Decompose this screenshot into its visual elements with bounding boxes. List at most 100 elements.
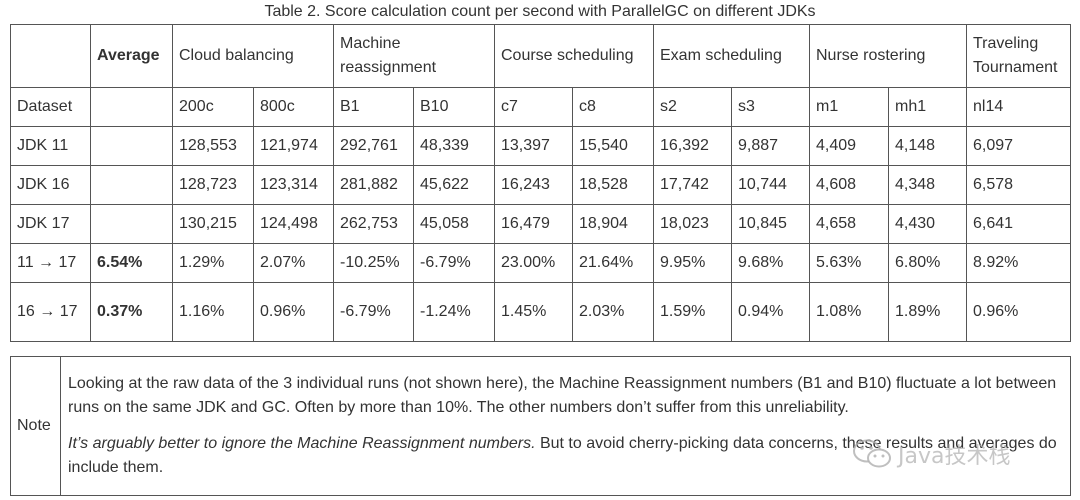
table-cell bbox=[90, 126, 173, 166]
table-cell: 9.95% bbox=[653, 243, 732, 283]
table-cell: 18,528 bbox=[572, 165, 654, 205]
table-cell: 121,974 bbox=[253, 126, 334, 166]
note-table: Note Looking at the raw data of the 3 in… bbox=[10, 356, 1071, 496]
table-cell: B10 bbox=[413, 87, 495, 127]
table-cell: 18,023 bbox=[653, 204, 732, 244]
table-cell: 281,882 bbox=[333, 165, 414, 205]
table-cell: 1.59% bbox=[653, 282, 732, 342]
table-cell: -6.79% bbox=[333, 282, 414, 342]
table-cell: 8.92% bbox=[966, 243, 1071, 283]
table-cell: 9.68% bbox=[731, 243, 810, 283]
note-label: Note bbox=[10, 356, 61, 496]
table-cell: 0.94% bbox=[731, 282, 810, 342]
table-cell: 262,753 bbox=[333, 204, 414, 244]
average-cell: 0.37% bbox=[90, 282, 173, 342]
table-cell: 4,608 bbox=[809, 165, 889, 205]
table-cell: -1.24% bbox=[413, 282, 495, 342]
note-row: Note Looking at the raw data of the 3 in… bbox=[10, 356, 1071, 496]
note-emphasis: It’s arguably better to ignore the Machi… bbox=[68, 435, 536, 452]
table-cell: 6,097 bbox=[966, 126, 1071, 166]
note-paragraph-1: Looking at the raw data of the 3 individ… bbox=[68, 375, 1057, 416]
table-cell: 17,742 bbox=[653, 165, 732, 205]
table-cell: 2.07% bbox=[253, 243, 334, 283]
table-cell: c8 bbox=[572, 87, 654, 127]
header-cell-average: Average bbox=[90, 24, 173, 88]
table-cell bbox=[90, 87, 173, 127]
header-cell-nurse-rostering: Nurse rostering bbox=[809, 24, 967, 88]
table-cell bbox=[90, 165, 173, 205]
table-caption: Table 2. Score calculation count per sec… bbox=[264, 3, 816, 20]
table-row-16-to-17: 16 → 17 0.37% 1.16% 0.96% -6.79% -1.24% … bbox=[10, 282, 1071, 342]
table-cell: 6,578 bbox=[966, 165, 1071, 205]
table-cell: 16,243 bbox=[494, 165, 573, 205]
table-cell: c7 bbox=[494, 87, 573, 127]
table-row-11-to-17: 11 → 17 6.54% 1.29% 2.07% -10.25% -6.79%… bbox=[10, 243, 1071, 283]
table-cell: 45,058 bbox=[413, 204, 495, 244]
table-cell: 18,904 bbox=[572, 204, 654, 244]
table-cell: 10,845 bbox=[731, 204, 810, 244]
table-cell: 123,314 bbox=[253, 165, 334, 205]
table-cell: m1 bbox=[809, 87, 889, 127]
table-cell: nl14 bbox=[966, 87, 1071, 127]
header-cell-machine-reassignment: Machine reassignment bbox=[333, 24, 495, 88]
table-cell: 48,339 bbox=[413, 126, 495, 166]
table-cell: s2 bbox=[653, 87, 732, 127]
header-cell-empty bbox=[10, 24, 91, 88]
table-cell: 128,723 bbox=[172, 165, 254, 205]
table-cell: 4,348 bbox=[888, 165, 967, 205]
table-row-jdk11: JDK 11 128,553 121,974 292,761 48,339 13… bbox=[10, 126, 1071, 166]
table-cell: 4,430 bbox=[888, 204, 967, 244]
table-cell: 2.03% bbox=[572, 282, 654, 342]
table-row-jdk17: JDK 17 130,215 124,498 262,753 45,058 16… bbox=[10, 204, 1071, 244]
table-cell: 9,887 bbox=[731, 126, 810, 166]
header-cell-exam-scheduling: Exam scheduling bbox=[653, 24, 810, 88]
table-cell: JDK 17 bbox=[10, 204, 91, 244]
table-cell: JDK 16 bbox=[10, 165, 91, 205]
score-table: Average Cloud balancing Machine reassign… bbox=[10, 24, 1071, 342]
table-cell: 5.63% bbox=[809, 243, 889, 283]
table-cell: 1.08% bbox=[809, 282, 889, 342]
table-cell: 0.96% bbox=[253, 282, 334, 342]
table-cell: 16 → 17 bbox=[10, 282, 91, 342]
table-cell: 4,148 bbox=[888, 126, 967, 166]
note-paragraph-2-rest: But to avoid cherry-picking data concern… bbox=[68, 435, 1057, 476]
table-cell: 124,498 bbox=[253, 204, 334, 244]
average-cell: 6.54% bbox=[90, 243, 173, 283]
table-cell: 1.89% bbox=[888, 282, 967, 342]
note-body: Looking at the raw data of the 3 individ… bbox=[60, 356, 1071, 496]
table-cell bbox=[90, 204, 173, 244]
table-cell: 21.64% bbox=[572, 243, 654, 283]
table-cell: 15,540 bbox=[572, 126, 654, 166]
table-cell: 1.16% bbox=[172, 282, 254, 342]
table-cell: 1.29% bbox=[172, 243, 254, 283]
table-cell: 1.45% bbox=[494, 282, 573, 342]
table-cell: 23.00% bbox=[494, 243, 573, 283]
table-row-jdk16: JDK 16 128,723 123,314 281,882 45,622 16… bbox=[10, 165, 1071, 205]
table-cell: 800c bbox=[253, 87, 334, 127]
table-cell: s3 bbox=[731, 87, 810, 127]
table-cell: 45,622 bbox=[413, 165, 495, 205]
table-cell: -10.25% bbox=[333, 243, 414, 283]
table-cell: 200c bbox=[172, 87, 254, 127]
table-cell: 130,215 bbox=[172, 204, 254, 244]
header-cell-cloud-balancing: Cloud balancing bbox=[172, 24, 334, 88]
note-paragraph-2: It’s arguably better to ignore the Machi… bbox=[68, 432, 1062, 480]
table-cell: 292,761 bbox=[333, 126, 414, 166]
table-cell: 11 → 17 bbox=[10, 243, 91, 283]
table-cell: 6,641 bbox=[966, 204, 1071, 244]
table-cell: 4,409 bbox=[809, 126, 889, 166]
table-cell: 0.96% bbox=[966, 282, 1071, 342]
table-cell: B1 bbox=[333, 87, 414, 127]
table-cell: JDK 11 bbox=[10, 126, 91, 166]
table-cell: 128,553 bbox=[172, 126, 254, 166]
header-cell-course-scheduling: Course scheduling bbox=[494, 24, 654, 88]
table-cell: -6.79% bbox=[413, 243, 495, 283]
table-cell: 4,658 bbox=[809, 204, 889, 244]
table-cell: Dataset bbox=[10, 87, 91, 127]
header-cell-traveling-tournament: Traveling Tournament bbox=[966, 24, 1071, 88]
table-row-dataset: Dataset 200c 800c B1 B10 c7 c8 s2 s3 m1 … bbox=[10, 87, 1071, 127]
table-cell: mh1 bbox=[888, 87, 967, 127]
table-cell: 6.80% bbox=[888, 243, 967, 283]
table-header-row: Average Cloud balancing Machine reassign… bbox=[10, 24, 1071, 88]
table-cell: 10,744 bbox=[731, 165, 810, 205]
